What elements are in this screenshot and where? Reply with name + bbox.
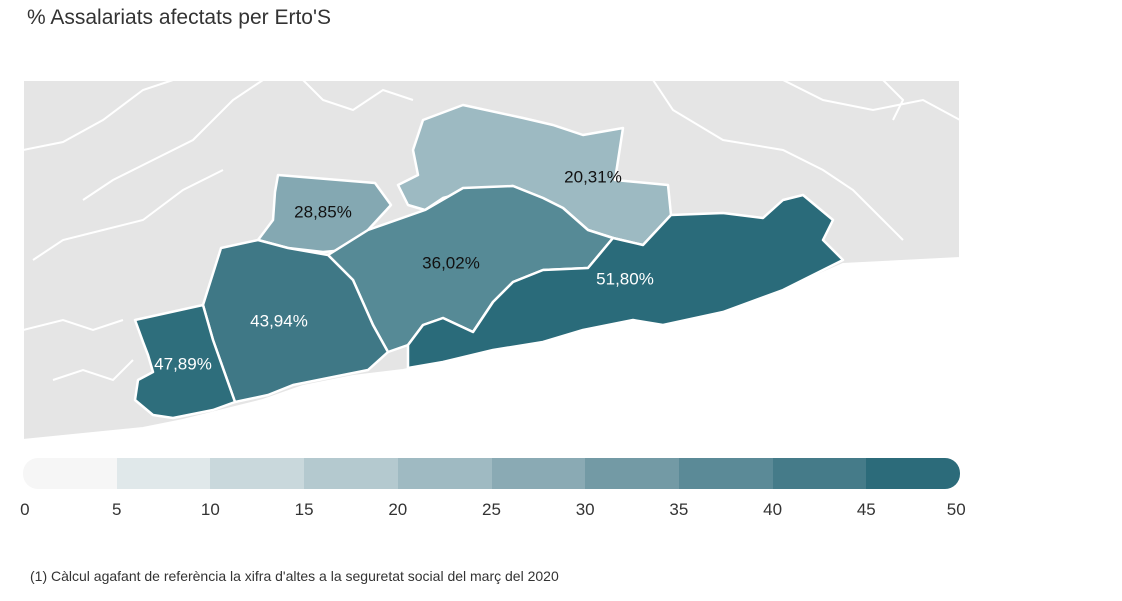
legend-tick-label: 15 — [294, 500, 314, 519]
legend-swatch — [678, 458, 773, 489]
legend-tick-label: 5 — [111, 500, 122, 519]
legend-tick-label: 30 — [575, 500, 595, 519]
label-maresme-nord: 51,80% — [596, 269, 654, 288]
legend-swatch — [491, 458, 586, 489]
legend-tick-label: 35 — [669, 500, 689, 519]
map-svg: 20,31% 28,85% 36,02% 51,80% 43,94% 47,89… — [23, 80, 960, 440]
color-legend: 0 5 10 15 20 25 30 35 40 45 50 — [20, 458, 966, 519]
legend-tick-label: 20 — [388, 500, 408, 519]
legend-swatch — [210, 458, 305, 489]
choropleth-map: 20,31% 28,85% 36,02% 51,80% 43,94% 47,89… — [23, 80, 960, 440]
legend-ticks: 0 5 10 15 20 25 30 35 40 45 50 — [20, 500, 966, 522]
legend-tick-label: 50 — [946, 500, 966, 519]
legend-bar — [23, 458, 961, 489]
region-maresme-nord[interactable] — [406, 193, 845, 370]
region-alella-tiana[interactable] — [133, 303, 237, 420]
legend-tick-label: 25 — [482, 500, 501, 519]
legend-tick-label: 10 — [200, 500, 220, 519]
legend-swatch — [116, 458, 211, 489]
label-maresme-centre: 36,02% — [422, 253, 480, 272]
label-valles-interior: 28,85% — [294, 202, 352, 221]
map-background-boundaries — [23, 80, 960, 382]
legend-tick-label: 40 — [763, 500, 783, 519]
legend-swatch — [772, 458, 867, 489]
legend-tick-label: 0 — [20, 500, 30, 519]
legend-swatch — [866, 458, 961, 489]
legend-swatch — [23, 458, 117, 489]
legend-swatch — [304, 458, 398, 489]
legend-swatch — [397, 458, 492, 489]
label-montnegre: 20,31% — [564, 167, 622, 186]
map-title: % Assalariats afectats per Erto'S — [27, 6, 331, 29]
label-maresme-sud: 43,94% — [250, 311, 308, 330]
footnote: (1) Càlcul agafant de referència la xifr… — [30, 568, 559, 584]
legend-swatch — [585, 458, 679, 489]
region-valles-interior[interactable] — [256, 173, 393, 254]
legend-tick-label: 45 — [856, 500, 876, 519]
label-alella-tiana: 47,89% — [154, 354, 212, 373]
